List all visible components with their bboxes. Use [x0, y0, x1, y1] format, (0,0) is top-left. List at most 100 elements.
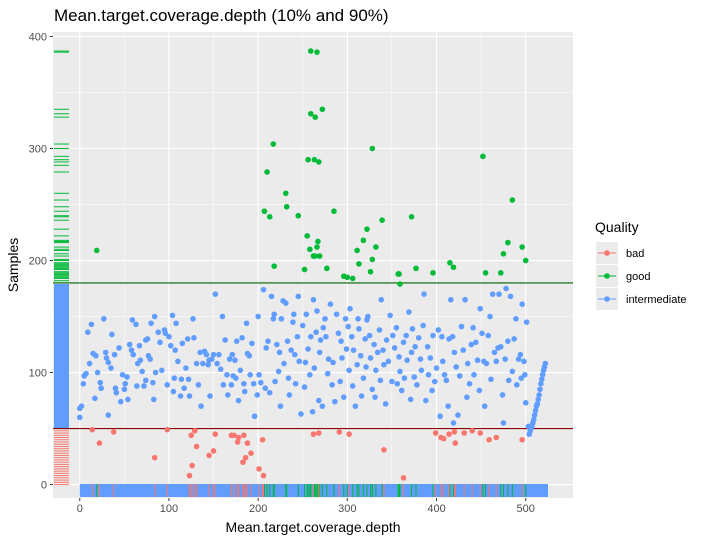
point-intermediate: [417, 356, 424, 362]
point-bad: [248, 450, 254, 456]
point-bad: [432, 430, 439, 436]
point-good: [413, 265, 419, 272]
point-intermediate: [144, 336, 151, 342]
point-intermediate: [193, 360, 200, 367]
point-intermediate: [119, 371, 126, 378]
point-intermediate: [237, 367, 244, 374]
point-intermediate: [250, 380, 257, 387]
point-intermediate: [360, 375, 367, 381]
point-intermediate: [241, 380, 247, 387]
point-good: [482, 270, 489, 276]
point-intermediate: [455, 412, 461, 418]
point-intermediate: [301, 384, 308, 390]
point-intermediate: [517, 351, 524, 358]
point-intermediate: [232, 357, 238, 364]
point-bad: [186, 472, 193, 479]
point-bad: [89, 426, 96, 433]
point-intermediate: [539, 371, 546, 378]
point-intermediate: [396, 354, 402, 360]
point-intermediate: [125, 396, 131, 403]
point-bad: [346, 431, 352, 437]
point-intermediate: [315, 397, 322, 404]
point-intermediate: [367, 355, 374, 361]
point-intermediate: [414, 382, 420, 388]
point-intermediate: [225, 392, 231, 398]
point-intermediate: [380, 347, 386, 353]
point-intermediate: [148, 320, 154, 327]
point-intermediate: [281, 360, 287, 367]
y-tick-label: 200: [29, 256, 47, 268]
point-intermediate: [338, 338, 344, 344]
point-intermediate: [130, 351, 137, 358]
y-tick-label: 100: [29, 368, 47, 380]
point-intermediate: [157, 339, 163, 346]
point-bad: [259, 436, 266, 443]
point-intermediate: [530, 416, 537, 423]
point-intermediate: [198, 403, 204, 409]
point-intermediate: [479, 330, 485, 337]
point-bad: [96, 440, 103, 446]
point-intermediate: [466, 380, 473, 387]
point-intermediate: [456, 373, 463, 379]
point-intermediate: [354, 361, 360, 368]
point-intermediate: [167, 342, 174, 349]
legend-key-point: [604, 296, 610, 302]
legend-label-good: good: [626, 271, 650, 283]
point-good: [396, 271, 402, 277]
point-good: [266, 214, 273, 220]
point-intermediate: [497, 343, 504, 350]
point-intermediate: [173, 320, 179, 327]
point-intermediate: [226, 356, 233, 362]
point-intermediate: [404, 357, 410, 364]
point-intermediate: [509, 368, 516, 375]
x-tick-label: 400: [427, 503, 445, 515]
point-bad: [446, 431, 452, 437]
point-intermediate: [302, 359, 309, 366]
point-intermediate: [142, 377, 149, 384]
point-bad: [400, 475, 407, 481]
point-intermediate: [401, 375, 408, 381]
point-intermediate: [212, 291, 219, 297]
point-intermediate: [387, 312, 393, 319]
point-intermediate: [177, 393, 184, 399]
point-intermediate: [136, 342, 143, 349]
point-bad: [235, 434, 242, 441]
point-intermediate: [390, 332, 396, 339]
point-intermediate: [247, 371, 253, 378]
point-intermediate: [377, 377, 384, 384]
point-bad: [234, 439, 241, 445]
point-intermediate: [363, 364, 369, 370]
point-bad: [242, 454, 249, 461]
point-intermediate: [139, 368, 145, 375]
point-intermediate: [451, 349, 458, 356]
point-intermediate: [263, 345, 269, 351]
point-intermediate: [499, 392, 506, 398]
point-good: [447, 259, 453, 266]
point-intermediate: [468, 341, 475, 348]
point-intermediate: [373, 367, 379, 374]
point-intermediate: [275, 368, 282, 375]
point-intermediate: [288, 347, 294, 353]
point-intermediate: [460, 347, 467, 353]
point-intermediate: [303, 311, 310, 318]
y-rug-intermediate-block: [54, 284, 69, 429]
point-intermediate: [203, 351, 210, 358]
legend-key-point: [604, 250, 610, 256]
point-intermediate: [431, 378, 438, 385]
point-good: [324, 265, 330, 272]
y-axis-title: Samples: [5, 238, 21, 292]
point-intermediate: [429, 387, 435, 394]
point-intermediate: [80, 380, 87, 387]
point-bad: [310, 431, 317, 437]
point-intermediate: [339, 355, 345, 361]
x-tick-label: 200: [249, 503, 267, 515]
point-intermediate: [166, 333, 172, 340]
point-intermediate: [272, 378, 278, 385]
point-intermediate: [291, 351, 298, 358]
point-intermediate: [408, 349, 415, 356]
point-intermediate: [102, 349, 109, 356]
point-bad: [461, 430, 467, 436]
point-intermediate: [137, 357, 144, 364]
point-intermediate: [271, 311, 278, 318]
point-intermediate: [425, 371, 432, 378]
